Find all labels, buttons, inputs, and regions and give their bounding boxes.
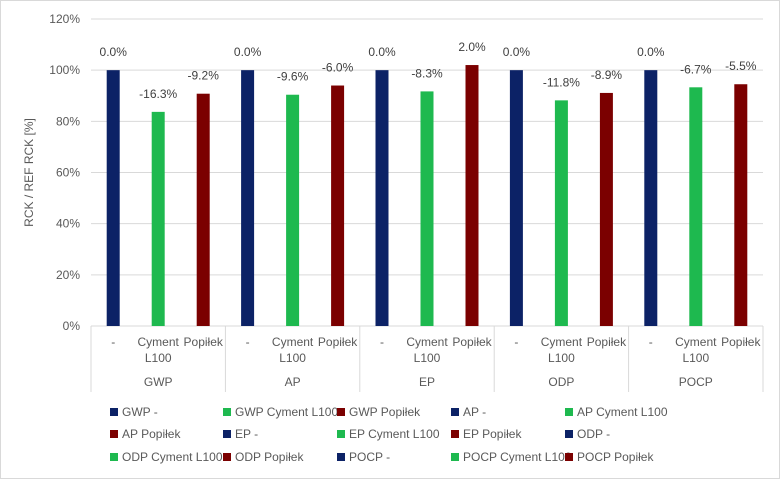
legend-entry: AP - — [463, 405, 486, 419]
data-label: 2.0% — [458, 40, 486, 54]
x-category-label: EP — [419, 375, 435, 389]
x-subcategory-label: L100 — [548, 351, 575, 365]
data-label: -9.2% — [188, 69, 220, 83]
bar-ep-1 — [420, 91, 434, 326]
legend-entry: ODP - — [577, 427, 610, 441]
bar-pocp-0 — [644, 70, 658, 327]
legend-entry: POCP - — [349, 450, 390, 464]
x-subcategory-label: - — [380, 335, 384, 349]
data-label: -8.9% — [591, 68, 623, 82]
data-label: -9.6% — [277, 70, 309, 84]
x-category-label: ODP — [548, 375, 574, 389]
bar-ep-0 — [375, 70, 389, 327]
x-subcategory-label: Popiłek — [587, 335, 627, 349]
legend-swatch — [223, 430, 231, 438]
bar-ap-2 — [331, 85, 345, 327]
bar-odp-1 — [554, 100, 568, 326]
x-category-label: POCP — [679, 375, 713, 389]
data-label: -5.5% — [725, 59, 757, 73]
data-label: 0.0% — [234, 45, 262, 59]
y-tick-label: 40% — [56, 217, 80, 231]
legend-swatch — [223, 408, 231, 416]
legend-swatch — [337, 408, 345, 416]
bar-gwp-2 — [196, 93, 210, 326]
legend-entry: GWP Popiłek — [349, 405, 421, 419]
bar-ap-1 — [286, 94, 300, 326]
y-tick-label: 100% — [49, 63, 80, 77]
bar-gwp-1 — [151, 111, 165, 327]
legend-swatch — [337, 453, 345, 461]
x-subcategory-label: Cyment — [406, 335, 448, 349]
x-subcategory-label: Popiłek — [452, 335, 492, 349]
x-subcategory-label: L100 — [279, 351, 306, 365]
x-subcategory-label: - — [111, 335, 115, 349]
y-tick-label: 60% — [56, 166, 80, 180]
y-tick-label: 0% — [63, 319, 81, 333]
legend-entry: ODP Cyment L100 — [122, 450, 223, 464]
legend-entry: GWP Cyment L100 — [235, 405, 338, 419]
x-subcategory-label: Cyment — [272, 335, 314, 349]
legend-swatch — [223, 453, 231, 461]
bar-pocp-1 — [689, 87, 703, 327]
legend-swatch — [565, 408, 573, 416]
legend-swatch — [110, 408, 118, 416]
y-tick-label: 120% — [49, 12, 80, 26]
x-subcategory-label: Popiłek — [318, 335, 358, 349]
data-label: 0.0% — [100, 45, 128, 59]
x-subcategory-label: Cyment — [541, 335, 583, 349]
legend-entry: EP Popiłek — [463, 427, 522, 441]
x-category-label: AP — [285, 375, 301, 389]
data-label: 0.0% — [368, 45, 396, 59]
data-label: -6.7% — [680, 62, 712, 76]
legend-swatch — [451, 408, 459, 416]
legend-swatch — [565, 430, 573, 438]
legend-entry: EP Cyment L100 — [349, 427, 440, 441]
data-label: 0.0% — [503, 45, 531, 59]
legend-entry: EP - — [235, 427, 258, 441]
y-tick-label: 80% — [56, 114, 80, 128]
x-subcategory-label: - — [246, 335, 250, 349]
y-tick-label: 20% — [56, 268, 80, 282]
bar-odp-2 — [599, 92, 613, 326]
x-subcategory-label: Cyment — [675, 335, 717, 349]
data-label: 0.0% — [637, 45, 665, 59]
bar-pocp-2 — [734, 84, 748, 326]
bar-ep-2 — [465, 65, 479, 327]
data-label: -6.0% — [322, 61, 354, 75]
x-subcategory-label: Popiłek — [184, 335, 224, 349]
bar-odp-0 — [509, 70, 523, 327]
bar-gwp-0 — [106, 70, 120, 327]
legend-entry: POCP Cyment L100 — [463, 450, 572, 464]
legend-swatch — [565, 453, 573, 461]
legend-entry: GWP - — [122, 405, 158, 419]
legend-swatch — [110, 430, 118, 438]
x-category-label: GWP — [144, 375, 173, 389]
x-subcategory-label: Popiłek — [721, 335, 761, 349]
data-label: -8.3% — [411, 66, 443, 80]
x-subcategory-label: L100 — [145, 351, 172, 365]
x-subcategory-label: Cyment — [138, 335, 180, 349]
x-subcategory-label: - — [514, 335, 518, 349]
legend-entry: AP Popiłek — [122, 427, 181, 441]
legend-swatch — [337, 430, 345, 438]
legend-swatch — [451, 430, 459, 438]
x-subcategory-label: - — [649, 335, 653, 349]
x-subcategory-label: L100 — [682, 351, 709, 365]
x-subcategory-label: L100 — [414, 351, 441, 365]
legend-entry: AP Cyment L100 — [577, 405, 668, 419]
bar-ap-0 — [241, 70, 255, 327]
legend-swatch — [451, 453, 459, 461]
y-axis-title: RCK / REF RCK [%] — [22, 118, 36, 227]
data-label: -11.8% — [543, 75, 580, 89]
legend-entry: POCP Popiłek — [577, 450, 654, 464]
data-label: -16.3% — [139, 87, 177, 101]
legend-swatch — [110, 453, 118, 461]
legend-entry: ODP Popiłek — [235, 450, 304, 464]
